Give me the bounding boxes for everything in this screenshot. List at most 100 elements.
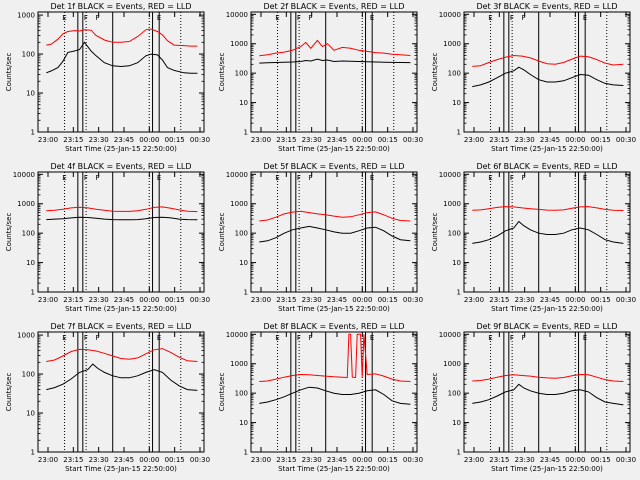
x-tick-label: 23:45 xyxy=(540,136,560,144)
x-tick-label: 23:30 xyxy=(89,136,109,144)
x-tick-label: 23:15 xyxy=(489,296,509,304)
x-tick-label: 23:45 xyxy=(114,296,134,304)
annotation-label: F xyxy=(510,174,514,182)
annotation-label: E xyxy=(275,174,279,182)
y-tick-label: 100 xyxy=(235,70,248,78)
annotation-label: F xyxy=(297,174,301,182)
annotation-label: F xyxy=(95,334,99,342)
annotation-label: F xyxy=(95,174,99,182)
annotation-label: E xyxy=(157,174,161,182)
chart-panel-7: Det 7f BLACK = Events, RED = LLD 1 10 100 10… xyxy=(5,322,210,473)
x-tick-label: 23:30 xyxy=(302,136,322,144)
plot-frame xyxy=(250,331,418,453)
y-tick-label: 1 xyxy=(244,129,248,137)
x-tick-label: 23:00 xyxy=(464,136,484,144)
x-tick-label: 00:15 xyxy=(591,296,611,304)
events-series-line xyxy=(259,225,411,243)
y-axis-label: Counts/sec xyxy=(5,373,13,412)
x-axis-label: Start Time (25-Jan-15 22:50:00) xyxy=(65,305,177,313)
y-tick-label: 10000 xyxy=(13,171,35,179)
y-tick-label: 100 xyxy=(22,51,35,59)
y-tick-label: 1000 xyxy=(230,40,248,48)
y-tick-label: 1 xyxy=(244,449,248,457)
x-tick-label: 00:30 xyxy=(403,456,423,464)
x-tick-label: 23:00 xyxy=(251,296,271,304)
annotation-label: E xyxy=(583,174,587,182)
y-tick-label: 100 xyxy=(448,390,461,398)
chart-panel-3: Det 3f BLACK = Events, RED = LLD 1 10 100 10… xyxy=(431,2,636,153)
annotation-label: E xyxy=(157,14,161,22)
chart-panel-8: Det 8f BLACK = Events, RED = LLD 1 10 100 10… xyxy=(218,322,423,473)
x-axis-label: Start Time (25-Jan-15 22:50:00) xyxy=(491,145,603,153)
annotation-label: E xyxy=(62,14,66,22)
annotation-label: F xyxy=(95,14,99,22)
chart-title: Det 2f BLACK = Events, RED = LLD xyxy=(263,2,404,11)
x-tick-label: 00:00 xyxy=(139,296,159,304)
y-tick-label: 10 xyxy=(26,410,35,418)
annotation-label: F xyxy=(84,334,88,342)
chart-panel-1: Det 1f BLACK = Events, RED = LLD 1 10 100 10… xyxy=(5,2,210,153)
chart-title: Det 7f BLACK = Events, RED = LLD xyxy=(50,322,191,331)
annotation-label: E xyxy=(488,14,492,22)
y-tick-label: 1 xyxy=(457,289,461,297)
y-tick-label: 10000 xyxy=(226,171,248,179)
x-tick-label: 00:15 xyxy=(591,456,611,464)
x-tick-label: 23:45 xyxy=(540,456,560,464)
x-axis-label: Start Time (25-Jan-15 22:50:00) xyxy=(65,465,177,473)
x-axis-label: Start Time (25-Jan-15 22:50:00) xyxy=(278,465,390,473)
y-tick-label: 1 xyxy=(457,449,461,457)
x-tick-label: 23:45 xyxy=(540,296,560,304)
x-tick-label: 23:15 xyxy=(276,296,296,304)
events-series-line xyxy=(472,66,624,88)
chart-panel-4: Det 4f BLACK = Events, RED = LLD 1 10 100 10… xyxy=(5,162,210,313)
events-series-line xyxy=(472,220,624,244)
x-tick-label: 23:15 xyxy=(63,456,83,464)
x-tick-label: 00:15 xyxy=(165,456,185,464)
plot-frame xyxy=(463,171,631,293)
y-tick-label: 100 xyxy=(22,230,35,238)
x-tick-label: 00:15 xyxy=(165,296,185,304)
x-tick-label: 00:00 xyxy=(352,296,372,304)
y-tick-label: 10000 xyxy=(226,331,248,339)
chart-title: Det 1f BLACK = Events, RED = LLD xyxy=(50,2,191,11)
x-tick-label: 23:00 xyxy=(38,136,58,144)
annotation-label: E xyxy=(62,174,66,182)
annotation-label: F xyxy=(84,174,88,182)
lld-series-line xyxy=(259,210,411,222)
x-tick-label: 23:15 xyxy=(63,136,83,144)
plot-frame xyxy=(250,171,418,293)
x-tick-label: 23:45 xyxy=(114,136,134,144)
x-tick-label: 00:00 xyxy=(139,456,159,464)
annotation-label: F xyxy=(510,14,514,22)
annotation-label: E xyxy=(488,334,492,342)
x-tick-label: 23:00 xyxy=(464,296,484,304)
x-tick-label: 23:45 xyxy=(327,296,347,304)
y-tick-label: 1 xyxy=(457,129,461,137)
lld-series-line xyxy=(46,28,198,47)
y-tick-label: 10 xyxy=(452,99,461,107)
y-tick-label: 1000 xyxy=(230,200,248,208)
events-series-line xyxy=(46,41,198,74)
x-tick-label: 00:00 xyxy=(565,456,585,464)
x-tick-label: 00:15 xyxy=(165,136,185,144)
lld-series-line xyxy=(46,206,198,213)
y-tick-label: 100 xyxy=(448,230,461,238)
y-tick-label: 1 xyxy=(31,129,35,137)
plot-frame xyxy=(37,171,205,293)
x-tick-label: 23:30 xyxy=(302,296,322,304)
events-series-line xyxy=(46,216,198,221)
y-tick-label: 10 xyxy=(26,90,35,98)
annotation-label: E xyxy=(370,334,374,342)
events-series-line xyxy=(259,386,411,405)
x-tick-label: 23:15 xyxy=(276,456,296,464)
y-tick-label: 10 xyxy=(239,259,248,267)
x-tick-label: 23:30 xyxy=(515,136,535,144)
x-tick-label: 00:15 xyxy=(591,136,611,144)
x-axis-label: Start Time (25-Jan-15 22:50:00) xyxy=(278,145,390,153)
x-tick-label: 23:45 xyxy=(114,456,134,464)
annotation-label: E xyxy=(488,174,492,182)
lld-series-line xyxy=(472,206,624,211)
x-tick-label: 00:15 xyxy=(378,296,398,304)
chart-title: Det 3f BLACK = Events, RED = LLD xyxy=(476,2,617,11)
x-tick-label: 23:30 xyxy=(302,456,322,464)
